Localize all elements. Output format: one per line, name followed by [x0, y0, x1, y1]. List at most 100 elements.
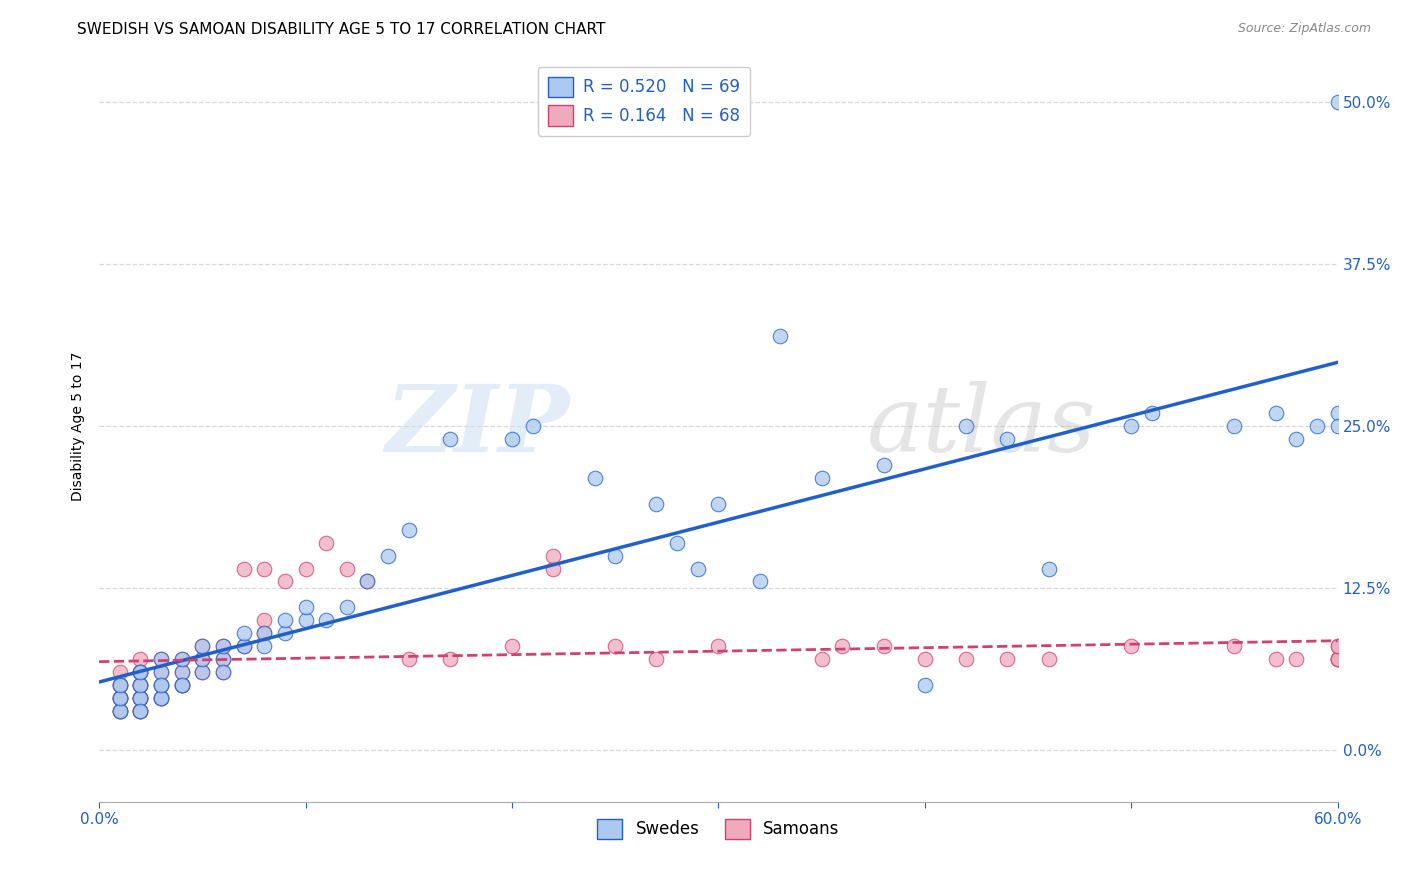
- Point: [129, 704, 152, 718]
- Point: [955, 652, 977, 666]
- Point: [1326, 652, 1348, 666]
- Point: [129, 678, 152, 692]
- Point: [129, 678, 152, 692]
- Point: [315, 613, 337, 627]
- Point: [1223, 639, 1246, 653]
- Point: [253, 639, 276, 653]
- Point: [129, 678, 152, 692]
- Point: [108, 704, 131, 718]
- Point: [232, 639, 254, 653]
- Point: [914, 678, 936, 692]
- Point: [439, 652, 461, 666]
- Point: [108, 678, 131, 692]
- Point: [150, 665, 173, 679]
- Text: atlas: atlas: [868, 381, 1097, 471]
- Point: [377, 549, 399, 563]
- Point: [1121, 639, 1143, 653]
- Point: [274, 613, 297, 627]
- Point: [232, 639, 254, 653]
- Point: [108, 678, 131, 692]
- Point: [191, 639, 214, 653]
- Point: [831, 639, 853, 653]
- Point: [212, 665, 235, 679]
- Point: [1326, 652, 1348, 666]
- Point: [108, 704, 131, 718]
- Point: [170, 678, 193, 692]
- Point: [150, 678, 173, 692]
- Point: [583, 471, 606, 485]
- Point: [501, 432, 523, 446]
- Point: [955, 419, 977, 434]
- Point: [129, 691, 152, 706]
- Point: [108, 691, 131, 706]
- Point: [232, 626, 254, 640]
- Point: [170, 678, 193, 692]
- Point: [336, 561, 359, 575]
- Point: [170, 665, 193, 679]
- Point: [356, 574, 378, 589]
- Point: [1306, 419, 1329, 434]
- Point: [108, 704, 131, 718]
- Point: [150, 691, 173, 706]
- Point: [253, 613, 276, 627]
- Point: [212, 652, 235, 666]
- Point: [1326, 652, 1348, 666]
- Point: [129, 665, 152, 679]
- Point: [1264, 652, 1286, 666]
- Point: [1326, 639, 1348, 653]
- Point: [212, 652, 235, 666]
- Point: [501, 639, 523, 653]
- Point: [191, 665, 214, 679]
- Point: [129, 652, 152, 666]
- Point: [439, 432, 461, 446]
- Point: [810, 471, 832, 485]
- Point: [108, 691, 131, 706]
- Point: [645, 497, 668, 511]
- Point: [253, 561, 276, 575]
- Point: [212, 639, 235, 653]
- Y-axis label: Disability Age 5 to 17: Disability Age 5 to 17: [72, 351, 86, 500]
- Point: [150, 678, 173, 692]
- Point: [707, 639, 730, 653]
- Point: [769, 328, 792, 343]
- Point: [170, 652, 193, 666]
- Point: [191, 652, 214, 666]
- Point: [108, 691, 131, 706]
- Point: [995, 652, 1018, 666]
- Point: [150, 691, 173, 706]
- Point: [294, 600, 316, 615]
- Point: [995, 432, 1018, 446]
- Point: [212, 665, 235, 679]
- Point: [191, 652, 214, 666]
- Point: [1223, 419, 1246, 434]
- Point: [150, 652, 173, 666]
- Point: [129, 665, 152, 679]
- Point: [129, 665, 152, 679]
- Point: [872, 639, 894, 653]
- Point: [1038, 652, 1060, 666]
- Point: [1326, 652, 1348, 666]
- Point: [315, 535, 337, 549]
- Point: [253, 626, 276, 640]
- Point: [129, 691, 152, 706]
- Point: [605, 549, 627, 563]
- Point: [150, 665, 173, 679]
- Point: [1326, 639, 1348, 653]
- Point: [356, 574, 378, 589]
- Point: [108, 678, 131, 692]
- Point: [541, 561, 564, 575]
- Point: [129, 704, 152, 718]
- Point: [129, 691, 152, 706]
- Point: [1264, 406, 1286, 420]
- Point: [914, 652, 936, 666]
- Point: [1326, 406, 1348, 420]
- Point: [191, 665, 214, 679]
- Point: [541, 549, 564, 563]
- Point: [666, 535, 689, 549]
- Point: [605, 639, 627, 653]
- Point: [129, 691, 152, 706]
- Point: [232, 561, 254, 575]
- Point: [1285, 432, 1308, 446]
- Point: [253, 626, 276, 640]
- Point: [108, 678, 131, 692]
